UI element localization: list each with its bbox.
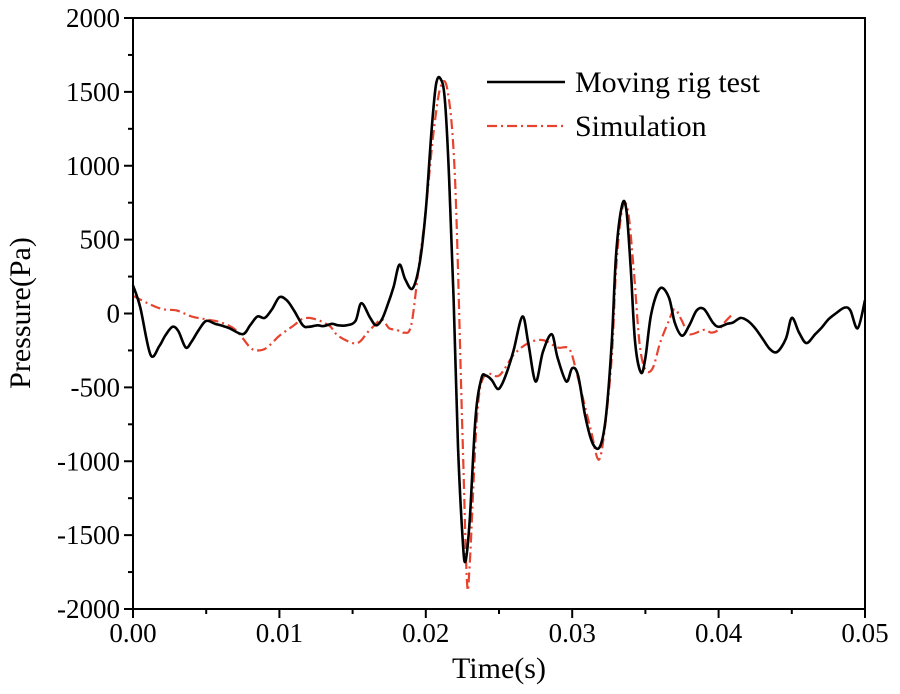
legend-label-moving-rig-test: Moving rig test	[575, 66, 761, 99]
x-tick-label: 0.00	[109, 618, 156, 648]
legend: Moving rig test Simulation	[487, 66, 761, 143]
y-tick-label: 1500	[66, 77, 120, 107]
x-tick-label: 0.01	[256, 618, 303, 648]
x-tick-label: 0.02	[402, 618, 449, 648]
plot-area-frame	[132, 17, 866, 610]
x-tick-label: 0.03	[549, 618, 596, 648]
tick-labels-layer: 0.00 0.01 0.02 0.03 0.04 0.05 -2000 -1500 -1000 -…	[57, 3, 889, 648]
y-tick-label: -2000	[57, 594, 120, 624]
y-tick-label: -500	[71, 372, 121, 402]
x-axis-title: Time(s)	[452, 652, 546, 685]
series-line-moving-rig-test	[131, 75, 867, 564]
y-tick-label: 500	[80, 225, 121, 255]
y-tick-label: 1000	[66, 151, 120, 181]
x-tick-label: 0.04	[695, 618, 743, 648]
y-tick-label: -1500	[57, 520, 120, 550]
y-tick-label: 2000	[66, 3, 120, 33]
ticks-layer	[124, 17, 866, 618]
series-line-simulation	[132, 80, 734, 592]
series-lines-layer	[131, 75, 867, 592]
legend-label-simulation: Simulation	[575, 110, 707, 143]
y-tick-label: -1000	[57, 446, 120, 476]
y-tick-label: 0	[107, 299, 121, 329]
x-tick-label: 0.05	[841, 618, 888, 648]
y-axis-title: Pressure(Pa)	[4, 237, 37, 389]
